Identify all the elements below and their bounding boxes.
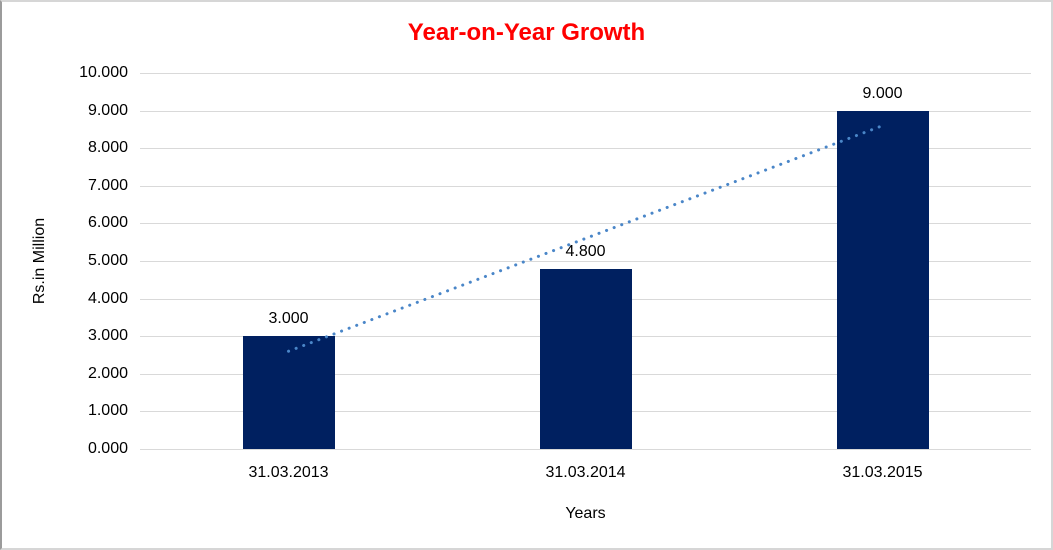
gridline [140, 110, 1031, 112]
y-tick-label: 8.000 [87, 139, 128, 157]
x-tick-label: 31.03.2013 [248, 464, 329, 481]
y-tick-label: 2.000 [87, 364, 128, 382]
x-axis-ticks: 31.03.2013 31.03.2014 31.03.2015 [140, 464, 1031, 486]
gridline [140, 449, 1031, 450]
x-tick-label: 31.03.2015 [842, 464, 923, 481]
y-tick-label: 0.000 [87, 440, 128, 457]
y-tick-label: 9.000 [87, 101, 128, 119]
gridline [140, 73, 1031, 74]
y-tick-label: 7.000 [87, 176, 128, 194]
y-tick-label: 5.000 [87, 252, 128, 269]
bar-data-label: 9.000 [862, 84, 903, 102]
y-tick-label: 1.000 [87, 402, 128, 420]
plot-area: 3.000 4.800 9.000 [140, 73, 1031, 450]
x-axis-title: Years [565, 505, 606, 522]
bar [539, 268, 632, 449]
y-tick-label: 3.000 [87, 327, 128, 345]
y-axis-ticks: 0.000 1.000 2.000 3.000 4.000 5.000 6.000 7.000… [2, 64, 128, 457]
chart-title: Year-on-Year Growth [407, 19, 646, 46]
y-tick-label: 6.000 [87, 214, 128, 232]
y-tick-label: 10.000 [79, 64, 128, 81]
y-tick-label: 4.000 [87, 289, 128, 307]
x-tick-label: 31.03.2014 [545, 464, 626, 481]
bar [242, 336, 335, 449]
bar-data-label: 3.000 [268, 310, 309, 328]
bar [836, 110, 929, 449]
bar-data-label: 4.800 [565, 242, 606, 260]
